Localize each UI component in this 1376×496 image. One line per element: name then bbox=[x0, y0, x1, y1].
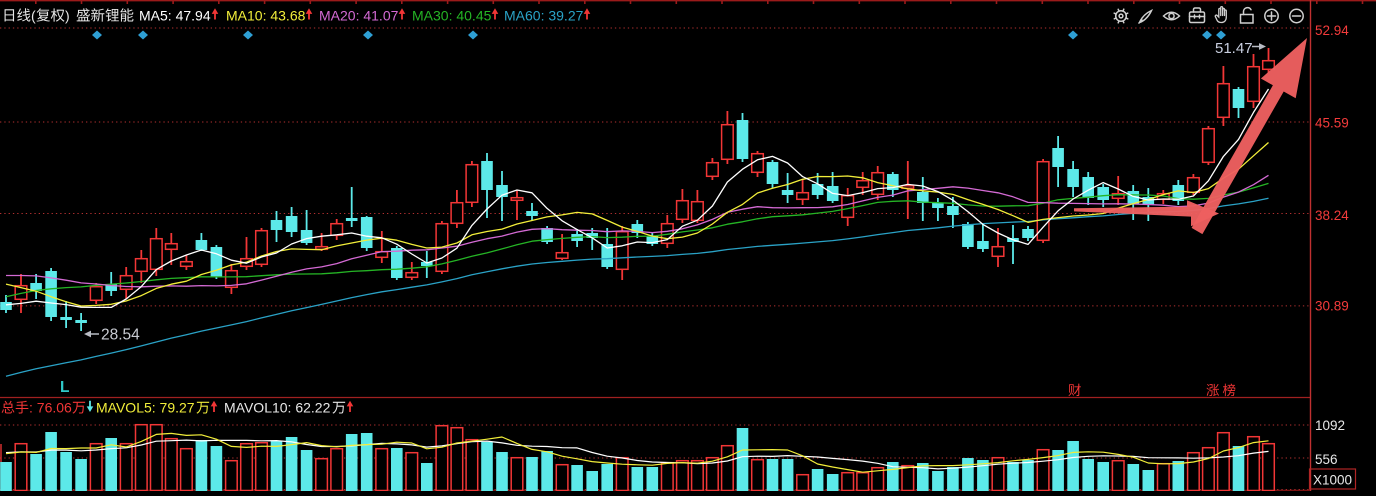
svg-text:): ) bbox=[65, 8, 70, 24]
svg-text:MA30: 40.45: MA30: 40.45 bbox=[412, 8, 492, 24]
svg-text:MA60: 39.27: MA60: 39.27 bbox=[504, 8, 584, 24]
svg-text:52.94: 52.94 bbox=[1315, 23, 1349, 38]
svg-text:X1000: X1000 bbox=[1313, 473, 1352, 488]
svg-text:L: L bbox=[60, 379, 69, 396]
svg-text:38.24: 38.24 bbox=[1315, 208, 1349, 223]
svg-text:MA5: 47.94: MA5: 47.94 bbox=[139, 8, 211, 24]
svg-text:45.59: 45.59 bbox=[1315, 116, 1349, 131]
svg-text:1092: 1092 bbox=[1315, 418, 1345, 433]
svg-text:556: 556 bbox=[1315, 452, 1338, 467]
svg-text:(: ( bbox=[31, 8, 36, 24]
svg-text:: 76.06: : 76.06 bbox=[29, 400, 72, 416]
svg-text:30.89: 30.89 bbox=[1315, 299, 1349, 314]
svg-text:MA20: 41.07: MA20: 41.07 bbox=[319, 8, 399, 24]
svg-text:MA10: 43.68: MA10: 43.68 bbox=[226, 8, 306, 24]
svg-text:MAVOL5: 79.27: MAVOL5: 79.27 bbox=[96, 400, 195, 416]
svg-text:51.47: 51.47 bbox=[1215, 40, 1253, 57]
svg-text:28.54: 28.54 bbox=[101, 327, 140, 344]
svg-text:MAVOL10: 62.22: MAVOL10: 62.22 bbox=[224, 400, 331, 416]
